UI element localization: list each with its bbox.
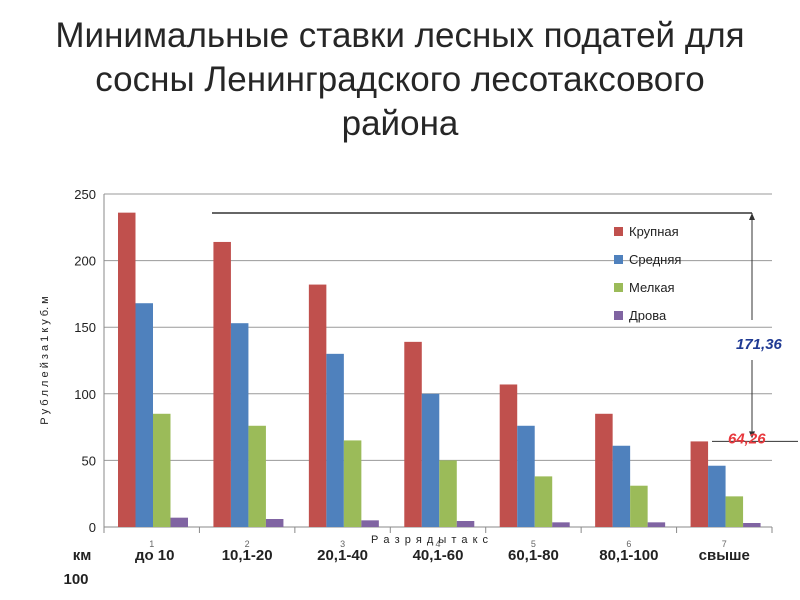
annotation-min: 64,26 (728, 430, 766, 447)
bar-4-6 (647, 522, 666, 527)
x-tick-label: 1 (149, 539, 154, 549)
bar-2-6 (612, 445, 631, 527)
bar-1-2 (213, 241, 231, 527)
x-tick-label: 5 (531, 539, 536, 549)
bar-4-4 (456, 521, 475, 527)
y-tick-label: 150 (74, 320, 96, 335)
legend-swatch-3 (614, 283, 623, 292)
bar-3-2 (248, 425, 266, 527)
legend-label: Крупная (629, 224, 679, 239)
legend-label: Дрова (629, 308, 667, 323)
bar-3-4 (439, 460, 457, 527)
bar-1-3 (308, 284, 327, 527)
title-line-3: района (341, 104, 459, 143)
bar-2-5 (517, 425, 535, 527)
legend-swatch-1 (614, 227, 623, 236)
bar-3-7 (725, 496, 744, 527)
km-label: км (73, 547, 92, 564)
y-tick-label: 200 (74, 254, 96, 269)
bar-3-5 (534, 476, 553, 527)
legend-swatch-2 (614, 255, 623, 264)
legend-label: Мелкая (629, 280, 675, 295)
distance-label: 80,1-100 (599, 547, 658, 564)
y-tick-label: 100 (74, 387, 96, 402)
distance-label: 10,1-20 (222, 547, 273, 564)
bar-2-2 (230, 323, 249, 527)
distance-label: свыше (699, 547, 750, 564)
page-title: Минимальные ставки лесных податей для со… (0, 14, 800, 146)
bar-3-3 (343, 440, 362, 527)
bar-1-1 (118, 212, 136, 527)
x-tick-label: 3 (340, 539, 345, 549)
x-axis-title: Р а з р я д ы т а к с (371, 534, 489, 546)
bar-3-1 (153, 413, 171, 527)
bar-1-4 (404, 341, 422, 527)
km-value: 100 (63, 571, 88, 588)
bar-2-4 (421, 393, 440, 527)
bar-2-7 (708, 465, 726, 527)
distance-label: 60,1-80 (508, 547, 559, 564)
bar-4-3 (361, 520, 379, 527)
y-tick-label: 250 (74, 187, 96, 202)
bar-4-7 (743, 523, 761, 527)
x-tick-label: 4 (435, 539, 440, 549)
bar-1-5 (499, 384, 518, 527)
legend-label: Средняя (629, 252, 681, 267)
arrow-head-up-icon (749, 213, 755, 220)
x-tick-label: 7 (722, 539, 727, 549)
bar-4-2 (265, 519, 284, 527)
annotation-difference: 171,36 (736, 336, 783, 353)
x-tick-label: 2 (245, 539, 250, 549)
y-tick-label: 50 (82, 453, 96, 468)
x-tick-label: 6 (626, 539, 631, 549)
title-line-2: сосны Ленинградского лесотаксового (95, 60, 705, 99)
title-line-1: Минимальные ставки лесных податей для (55, 16, 745, 55)
bar-4-5 (552, 522, 570, 527)
y-tick-label: 0 (89, 520, 96, 535)
distance-label: 40,1-60 (413, 547, 464, 564)
distance-label: 20,1-40 (317, 547, 368, 564)
bar-1-6 (595, 413, 613, 527)
arrow-head-down-icon (749, 431, 755, 439)
bar-3-6 (630, 485, 648, 527)
legend-swatch-4 (614, 311, 623, 320)
distance-label: до 10 (135, 547, 175, 564)
y-axis-title: Р у б л л е й з а 1 к у б. м (39, 296, 51, 424)
bar-1-7 (690, 441, 709, 527)
bar-2-3 (326, 353, 344, 527)
bar-2-1 (135, 303, 153, 527)
bar-4-1 (170, 517, 188, 527)
